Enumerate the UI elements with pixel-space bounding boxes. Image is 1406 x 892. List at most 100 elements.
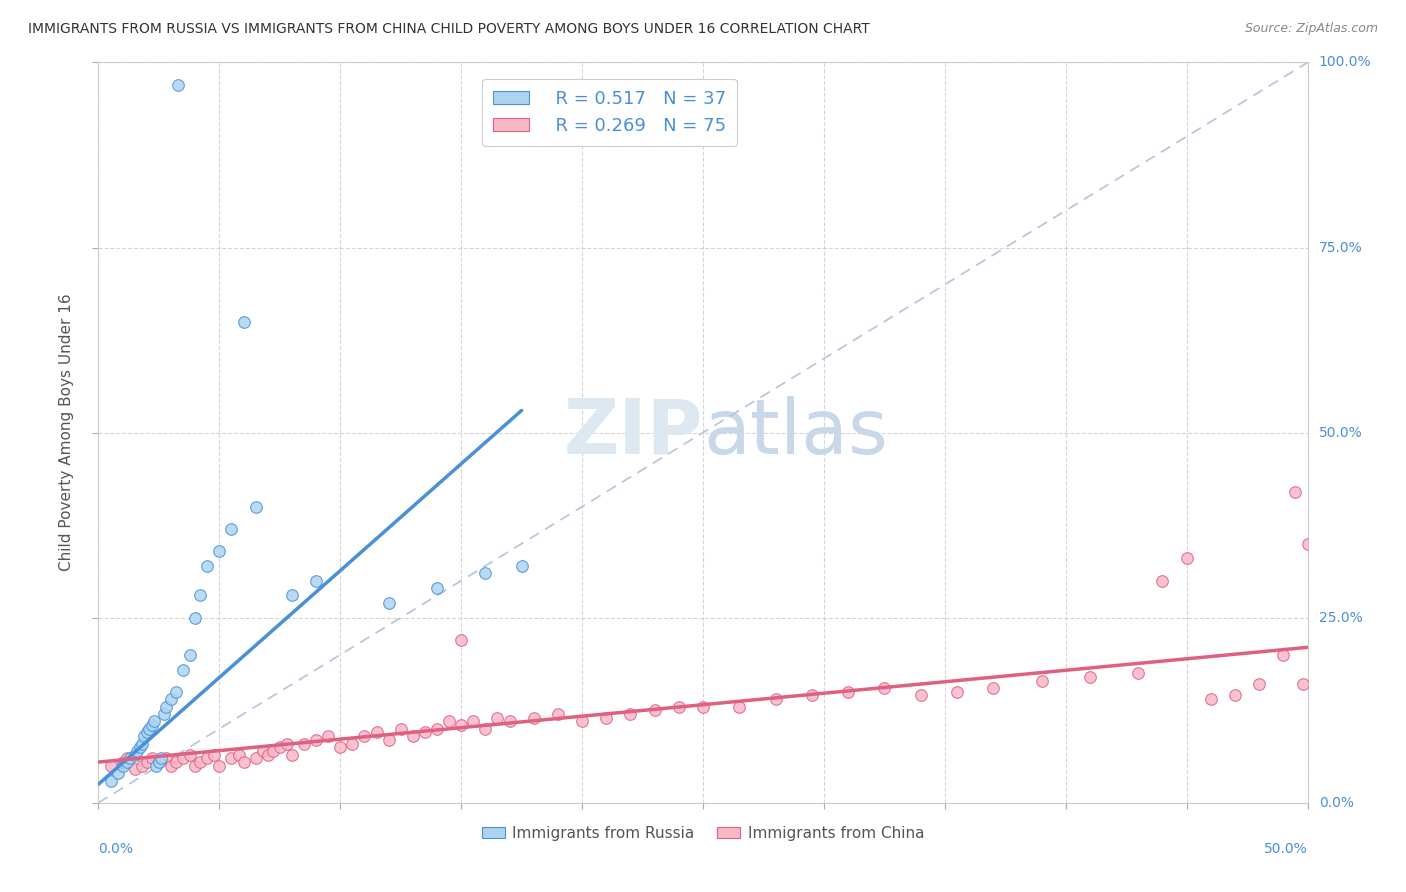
Point — [1199, 692, 1222, 706]
Point — [188, 755, 211, 769]
Point — [148, 755, 170, 769]
Point — [150, 751, 173, 765]
Point — [1128, 666, 1150, 681]
Point — [128, 740, 150, 755]
Point — [262, 744, 284, 758]
Point — [281, 589, 304, 603]
Point — [413, 725, 436, 739]
Point — [221, 751, 243, 765]
Point — [184, 758, 207, 772]
Point — [232, 314, 254, 328]
Point — [329, 740, 352, 755]
Text: 100.0%: 100.0% — [1319, 55, 1371, 70]
Point — [228, 747, 250, 762]
Text: 50.0%: 50.0% — [1264, 842, 1308, 855]
Point — [208, 544, 231, 558]
Point — [107, 766, 129, 780]
Point — [1223, 689, 1246, 703]
Point — [946, 685, 969, 699]
Point — [981, 681, 1004, 695]
Point — [245, 500, 267, 514]
Point — [127, 744, 149, 758]
Point — [124, 763, 146, 777]
Point — [117, 751, 139, 765]
Point — [143, 714, 166, 729]
Point — [165, 685, 187, 699]
Point — [474, 566, 496, 581]
Text: IMMIGRANTS FROM RUSSIA VS IMMIGRANTS FROM CHINA CHILD POVERTY AMONG BOYS UNDER 1: IMMIGRANTS FROM RUSSIA VS IMMIGRANTS FRO… — [28, 22, 870, 37]
Point — [342, 737, 364, 751]
Point — [138, 722, 160, 736]
Point — [252, 744, 274, 758]
Point — [595, 711, 617, 725]
Point — [155, 751, 177, 765]
Point — [145, 758, 167, 772]
Point — [353, 729, 375, 743]
Point — [179, 648, 201, 662]
Point — [1272, 648, 1295, 662]
Point — [256, 747, 278, 762]
Point — [305, 732, 328, 747]
Legend: Immigrants from Russia, Immigrants from China: Immigrants from Russia, Immigrants from … — [475, 820, 931, 847]
Point — [498, 714, 520, 729]
Text: 0.0%: 0.0% — [98, 842, 134, 855]
Point — [141, 718, 163, 732]
Point — [148, 755, 170, 769]
Point — [195, 751, 218, 765]
Point — [305, 574, 328, 588]
Point — [1152, 574, 1174, 588]
Text: Source: ZipAtlas.com: Source: ZipAtlas.com — [1244, 22, 1378, 36]
Point — [152, 706, 174, 721]
Point — [463, 714, 485, 729]
Point — [100, 773, 122, 788]
Point — [800, 689, 823, 703]
Point — [232, 755, 254, 769]
Point — [377, 596, 399, 610]
Point — [131, 737, 153, 751]
Point — [135, 725, 157, 739]
Point — [316, 729, 339, 743]
Point — [910, 689, 932, 703]
Point — [377, 732, 399, 747]
Point — [172, 751, 194, 765]
Point — [155, 699, 177, 714]
Text: atlas: atlas — [703, 396, 887, 469]
Point — [1296, 536, 1319, 550]
Point — [135, 755, 157, 769]
Point — [837, 685, 859, 699]
Point — [644, 703, 666, 717]
Point — [195, 558, 218, 573]
Point — [141, 751, 163, 765]
Point — [167, 78, 190, 92]
Point — [1284, 484, 1306, 499]
Point — [221, 522, 243, 536]
Point — [111, 758, 134, 772]
Point — [873, 681, 896, 695]
Point — [184, 610, 207, 624]
Point — [1249, 677, 1271, 691]
Point — [450, 632, 472, 647]
Point — [111, 755, 134, 769]
Point — [571, 714, 593, 729]
Text: 50.0%: 50.0% — [1319, 425, 1362, 440]
Point — [389, 722, 412, 736]
Point — [426, 722, 449, 736]
Point — [100, 758, 122, 772]
Point — [366, 725, 388, 739]
Point — [437, 714, 460, 729]
Point — [668, 699, 690, 714]
Point — [118, 751, 141, 765]
Point — [172, 663, 194, 677]
Point — [245, 751, 267, 765]
Point — [765, 692, 787, 706]
Point — [276, 737, 298, 751]
Y-axis label: Child Poverty Among Boys Under 16: Child Poverty Among Boys Under 16 — [59, 293, 75, 572]
Point — [1175, 551, 1198, 566]
Point — [1078, 670, 1101, 684]
Point — [547, 706, 569, 721]
Point — [281, 747, 304, 762]
Point — [450, 718, 472, 732]
Point — [165, 755, 187, 769]
Point — [179, 747, 201, 762]
Point — [269, 740, 291, 755]
